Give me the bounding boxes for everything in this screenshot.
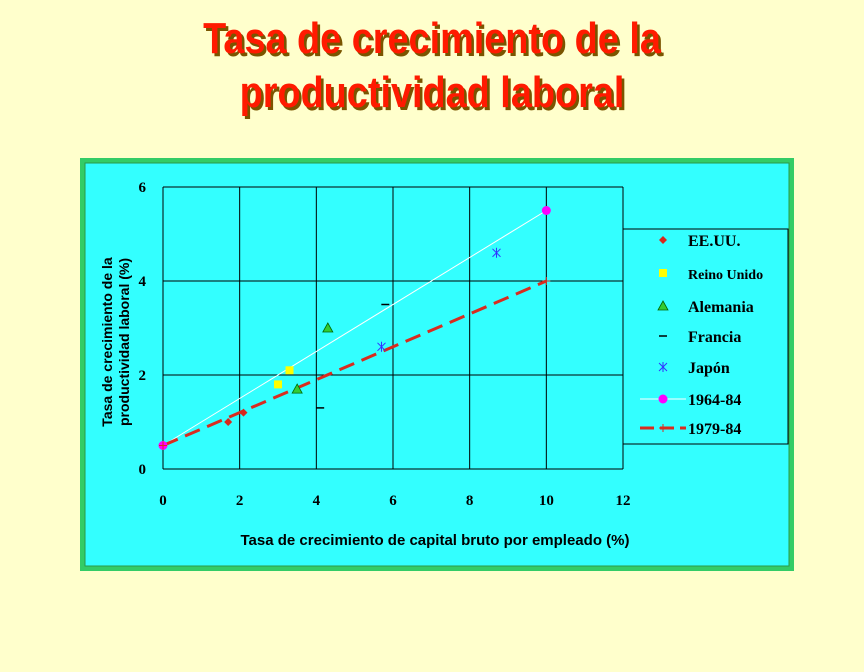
data-point-Alemania <box>291 383 303 394</box>
x-tick-label: 0 <box>159 493 167 509</box>
data-point-Alemania <box>322 322 334 333</box>
legend-marker <box>657 300 669 311</box>
y-tick-label: 6 <box>139 180 147 196</box>
data-point-EE.UU. <box>224 418 233 426</box>
y-tick-label: 2 <box>139 368 147 384</box>
legend-label: Japón <box>688 360 730 377</box>
data-point-EE.UU. <box>239 408 248 417</box>
legend-label: Francia <box>688 329 741 346</box>
slide-title: Tasa de crecimiento de la productividad … <box>60 12 803 120</box>
data-point-Japón <box>377 341 386 352</box>
data-point-1979-84 <box>542 277 551 285</box>
data-point-1979-84 <box>159 441 167 450</box>
slide-title-line-1: Tasa de crecimiento de la <box>203 14 661 63</box>
legend-marker <box>659 269 667 277</box>
legend-item: 1964-84 <box>640 392 741 409</box>
data-point-Japón <box>492 247 501 258</box>
legend-marker <box>658 362 668 372</box>
x-tick-label: 8 <box>466 493 474 509</box>
legend-marker <box>658 394 668 404</box>
data-point-Reino Unido <box>285 366 294 375</box>
x-tick-label: 2 <box>236 493 244 509</box>
data-point-Reino Unido <box>274 380 282 389</box>
legend-label: 1964-84 <box>688 392 741 409</box>
legend-item: 1979-84 <box>640 421 741 438</box>
data-point-1964-84 <box>541 206 551 215</box>
series-line-1979-84 <box>162 279 547 447</box>
legend-item: Alemania <box>657 299 754 316</box>
legend-label: Reino Unido <box>688 268 763 283</box>
legend-marker <box>659 424 667 432</box>
x-tick-label: 12 <box>616 493 631 509</box>
legend-label: 1979-84 <box>688 421 741 438</box>
y-axis-label-line-1: Tasa de crecimiento de la <box>99 257 115 427</box>
slide-title-line-2: productividad laboral <box>239 68 625 117</box>
series-line-1964-84 <box>162 210 547 446</box>
legend-box <box>622 228 789 445</box>
legend-item: EE.UU. <box>659 233 740 250</box>
legend-item: Francia <box>659 329 741 346</box>
y-tick-label: 4 <box>139 274 147 290</box>
x-tick-label: 4 <box>313 493 321 509</box>
legend-label: Alemania <box>688 299 754 316</box>
legend: EE.UU. Reino Unido Alemania Francia Japón 196… <box>622 228 789 445</box>
legend-marker <box>659 236 667 244</box>
x-tick-label: 6 <box>389 493 397 509</box>
x-axis-label: Tasa de crecimiento de capital bruto por… <box>241 532 630 549</box>
y-tick-label: 0 <box>139 462 147 478</box>
legend-item: Reino Unido <box>659 268 763 283</box>
x-tick-label: 10 <box>539 493 554 509</box>
legend-item: Japón <box>658 360 730 377</box>
y-axis-label: Tasa de crecimiento de la productividad l… <box>99 257 132 427</box>
y-axis-label-line-2: productividad laboral (%) <box>116 258 132 426</box>
legend-label: EE.UU. <box>688 233 740 250</box>
